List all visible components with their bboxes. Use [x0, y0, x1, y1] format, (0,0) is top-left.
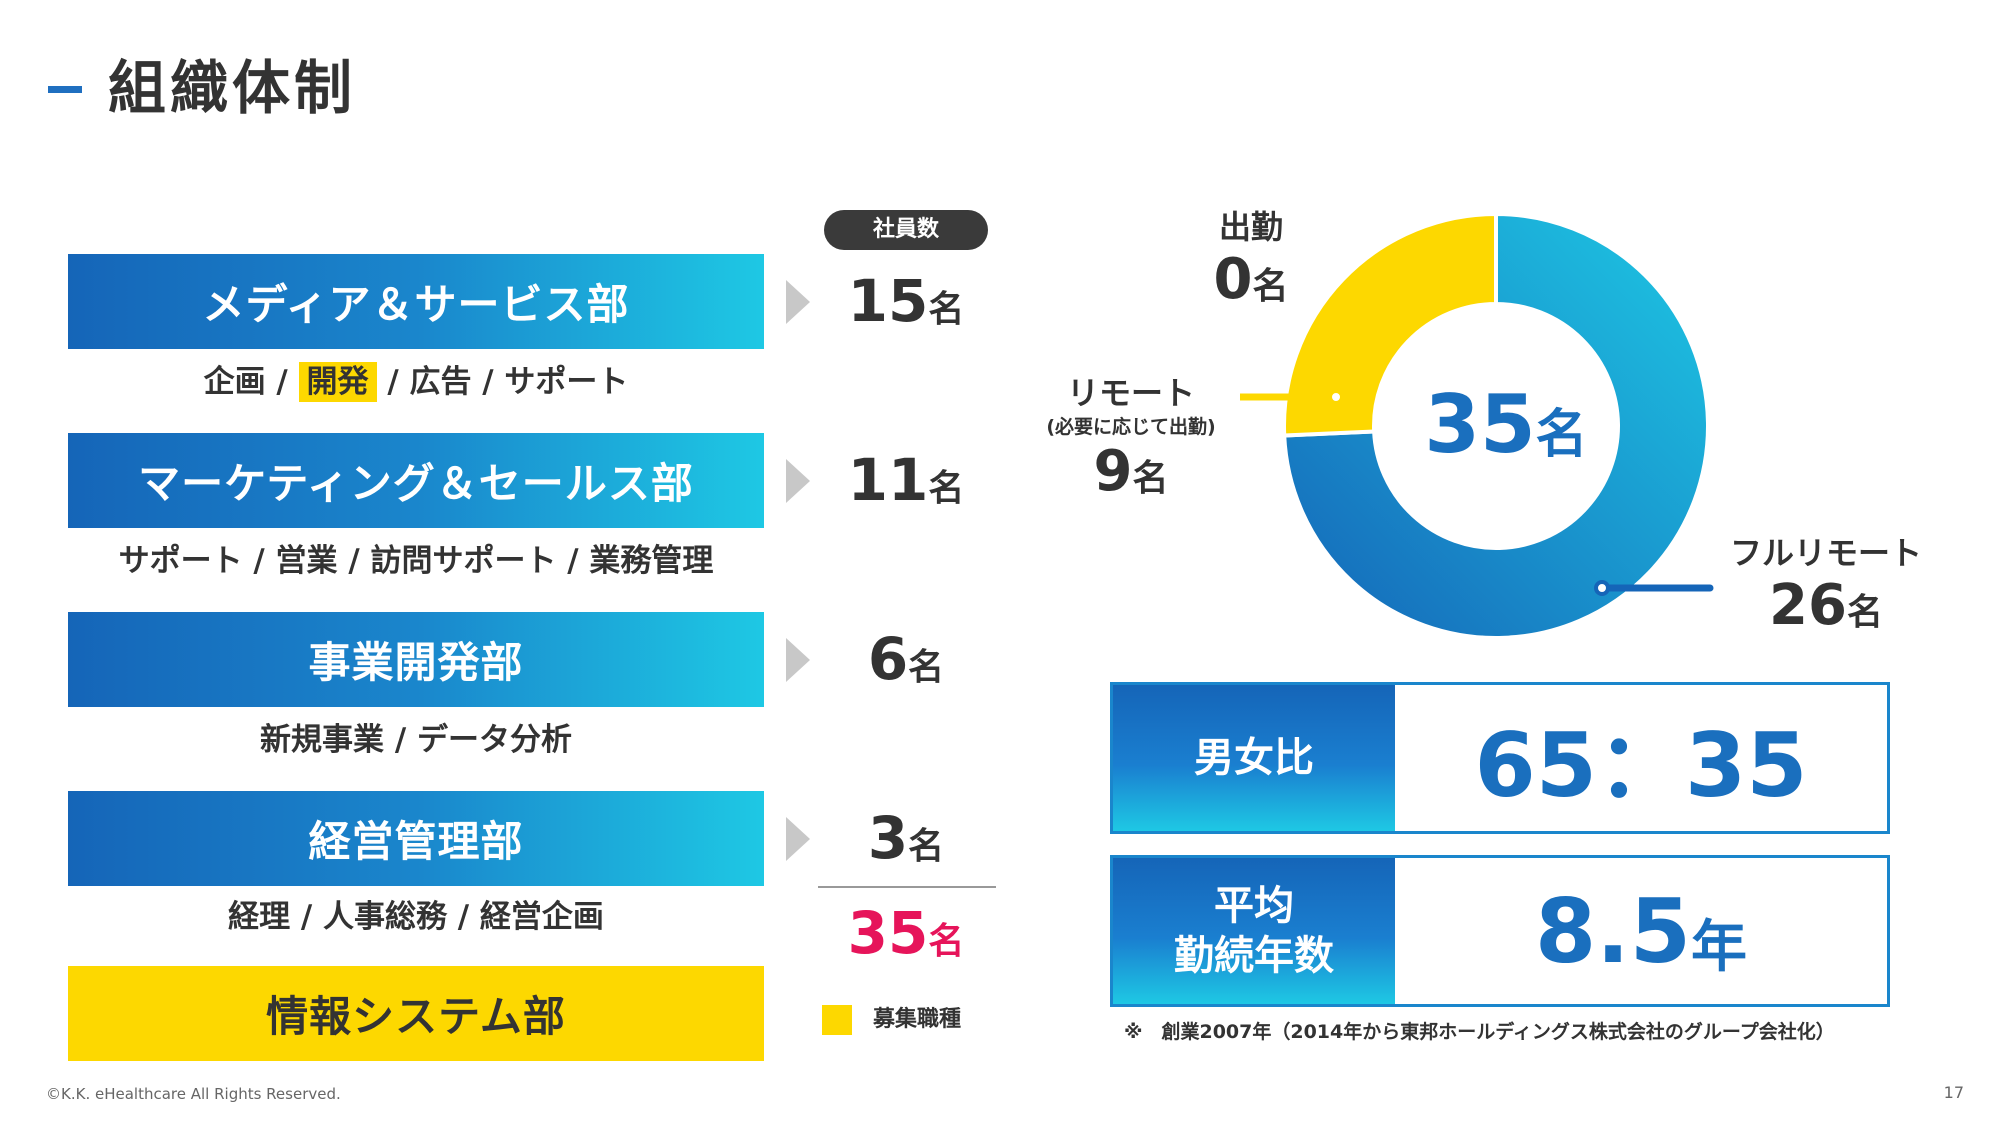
recruiting-role-highlight: 開発 — [298, 362, 377, 402]
segment-label-remote: リモート (必要に応じて出勤) 9名 — [1046, 374, 1216, 504]
dept-media-service: メディア＆サービス部 — [68, 254, 764, 349]
dept-business-development: 事業開発部 — [68, 612, 764, 707]
segment-label-full-remote: フルリモート 26名 — [1729, 534, 1922, 638]
donut-slice-remote — [1282, 211, 1498, 438]
arrow-icon — [786, 817, 810, 861]
average-tenure-label: 平均 勤続年数 — [1113, 858, 1395, 1004]
gender-ratio-label: 男女比 — [1113, 685, 1395, 831]
total-count: 35名 — [847, 899, 965, 967]
title-accent-bar — [48, 86, 82, 93]
dept-roles: 企画 / 開発 / 広告 / サポート — [203, 362, 629, 402]
donut-slice-full-remote — [1282, 211, 1710, 640]
dept-management: 経営管理部 — [68, 791, 764, 886]
donut-center-total: 35名 — [1424, 378, 1588, 471]
dept-roles: サポート / 営業 / 訪問サポート / 業務管理 — [118, 543, 714, 579]
leader-full-remote-dot — [1594, 580, 1610, 596]
copyright: ©K.K. eHealthcare All Rights Reserved. — [46, 1085, 341, 1103]
average-tenure-value: 8.5 年 — [1535, 879, 1747, 983]
segment-label-office: 出勤 0名 — [1213, 208, 1289, 312]
leader-remote-dot — [1328, 389, 1344, 405]
dept-roles: 経理 / 人事総務 / 経営企画 — [228, 899, 604, 935]
dept-count: 6名 — [867, 625, 945, 693]
average-tenure-box: 平均 勤続年数 8.5 年 — [1110, 855, 1890, 1007]
gender-ratio-box: 男女比 65：35 — [1110, 682, 1890, 834]
total-divider — [818, 886, 996, 888]
dept-marketing-sales: マーケティング＆セールス部 — [68, 433, 764, 528]
gender-ratio-value: 65：35 — [1474, 713, 1808, 817]
work-style-donut — [1240, 211, 1714, 640]
page-title: 組織体制 — [108, 54, 357, 122]
employee-count-header: 社員数 — [824, 210, 988, 250]
dept-information-systems: 情報システム部 — [68, 966, 764, 1061]
dept-count: 3名 — [867, 804, 945, 872]
arrow-icon — [786, 280, 810, 324]
page-number: 17 — [1943, 1083, 1964, 1102]
legend-label: 募集職種 — [873, 1007, 962, 1032]
arrow-icon — [786, 638, 810, 682]
legend-swatch — [822, 1005, 852, 1035]
dept-roles: 新規事業 / データ分析 — [260, 722, 572, 758]
dept-count: 11名 — [847, 446, 965, 514]
founding-note: ※ 創業2007年（2014年から東邦ホールディングス株式会社のグループ会社化） — [1124, 1021, 1835, 1043]
arrow-icon — [786, 459, 810, 503]
dept-count: 15名 — [847, 267, 965, 335]
